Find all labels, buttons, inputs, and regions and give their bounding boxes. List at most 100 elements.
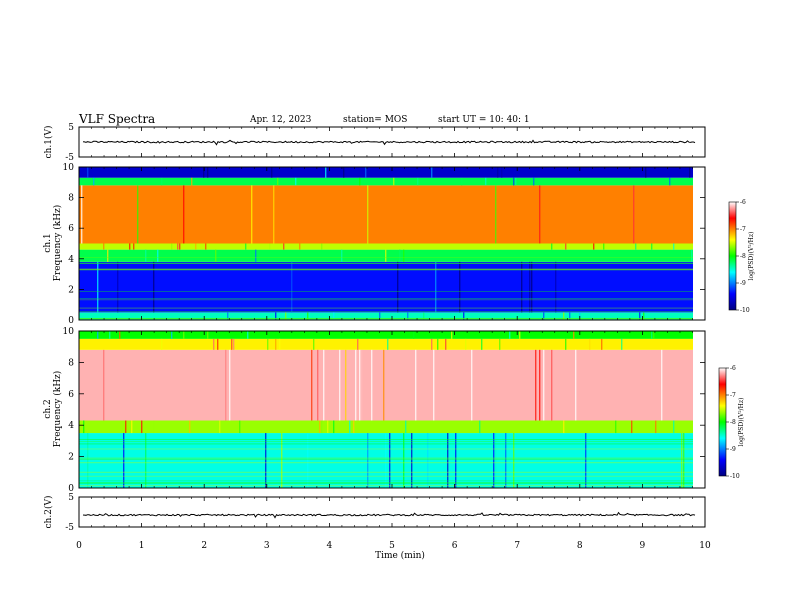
- spectrogram-streak: [227, 312, 229, 320]
- y-tick-label: 2: [68, 453, 74, 463]
- spectrogram-band: [79, 420, 696, 434]
- x-tick-label: 9: [640, 541, 646, 551]
- spectrogram-streak: [543, 349, 545, 421]
- spectrogram-streak: [563, 420, 565, 434]
- spectrogram-streak: [367, 185, 369, 244]
- colorbar-tick-label: -6: [730, 365, 736, 372]
- spectrogram-streak: [415, 349, 417, 421]
- spectrogram-ch2: [79, 331, 705, 488]
- spectrogram-streak: [87, 167, 89, 178]
- spectrogram-streak: [673, 420, 675, 434]
- spectrogram-ch2-ylabel: ch.2 Frequency (kHz): [43, 371, 63, 448]
- spectrogram-streak: [379, 312, 381, 320]
- spectrogram-streak: [317, 349, 319, 421]
- spectrogram-streak: [321, 243, 323, 250]
- spectrogram-streak: [271, 167, 273, 178]
- spectrogram-streak: [615, 420, 617, 434]
- spectrogram-streak: [309, 312, 311, 320]
- spectrogram-streak: [509, 331, 511, 339]
- y-tick-label: 6: [68, 224, 74, 234]
- spectrogram-streak: [359, 177, 361, 186]
- spectrogram-streak: [103, 243, 105, 250]
- spectrogram-streak: [569, 312, 571, 320]
- colorbar-tick-label: -7: [730, 392, 736, 399]
- spectrogram-band: [79, 331, 696, 339]
- spectrogram-streak: [389, 433, 391, 488]
- spectrogram-streak: [651, 331, 653, 339]
- y-tick-label: 0: [68, 316, 74, 326]
- spectrogram-streak: [413, 331, 415, 339]
- x-axis-label: Time (min): [375, 550, 425, 561]
- spectrogram-streak: [183, 331, 185, 339]
- spectrogram-streak: [533, 177, 535, 186]
- spectrogram-streak: [321, 420, 323, 434]
- spectrogram-streak: [203, 167, 205, 178]
- spectrogram-streak: [195, 243, 197, 250]
- x-tick-label: 10: [699, 541, 711, 551]
- spectrogram-streak: [417, 177, 419, 186]
- spectrogram-streak: [531, 261, 533, 313]
- spectrogram-band: [79, 312, 696, 320]
- spectrogram-streak: [275, 312, 277, 320]
- x-tick-label: 0: [76, 541, 82, 551]
- ch2-voltage-trace: [82, 511, 696, 519]
- spectrogram-streak: [267, 338, 269, 350]
- spectrogram-streak: [153, 420, 155, 434]
- colorbar-tick-label: -9: [740, 280, 746, 287]
- spectrogram-streak: [283, 243, 285, 250]
- spectrogram-streak: [205, 243, 207, 250]
- spectrogram-streak: [295, 177, 297, 186]
- spectrogram-streak: [563, 312, 565, 320]
- spectrogram-streak: [133, 243, 135, 250]
- spectrogram-streak: [117, 261, 119, 313]
- spectrogram-streak: [313, 338, 315, 350]
- spectrogram-streak: [215, 249, 217, 262]
- spectrogram-streak: [447, 433, 449, 488]
- ch2-voltage-ylabel: ch.2(V): [43, 496, 54, 529]
- spectrogram-streak: [655, 420, 657, 434]
- spectrogram-streak: [497, 167, 499, 178]
- plot-title: VLF Spectra: [79, 112, 156, 126]
- spectrogram-streak: [145, 433, 147, 488]
- spectrogram-streak: [433, 349, 435, 421]
- spectrogram-streak: [87, 433, 89, 488]
- y-tick-label: -5: [65, 523, 74, 533]
- spectrogram-streak: [691, 249, 693, 262]
- spectrogram-streak: [405, 420, 407, 434]
- spectrogram-streak: [93, 177, 95, 186]
- spectrogram-band: [79, 261, 696, 313]
- spectrogram-streak: [403, 249, 405, 262]
- spectrogram-streak: [225, 349, 227, 421]
- spectrogram-streak: [589, 338, 591, 350]
- spectrogram-streak: [505, 433, 507, 488]
- spectrogram-streak: [471, 349, 473, 421]
- spectrogram-streak: [357, 338, 359, 350]
- spectrogram-streak: [431, 338, 433, 350]
- spectrogram-band: [79, 349, 696, 421]
- spectrogram-streak: [189, 420, 191, 434]
- spectrogram-streak: [345, 349, 347, 421]
- spectrogram-ch2-ylabel-line1: ch.2: [43, 399, 53, 418]
- spectrogram-streak: [327, 420, 329, 434]
- spectrogram-band: [79, 167, 696, 178]
- spectrogram-streak: [323, 349, 325, 421]
- spectrogram-streak: [427, 433, 429, 488]
- colorbar-tick-label: -10: [740, 307, 750, 314]
- spectrogram-band: [79, 177, 696, 186]
- spectrogram-streak: [179, 243, 181, 250]
- spectrogram-streak: [689, 167, 691, 178]
- spectrogram-streak: [431, 167, 433, 178]
- spectrogram-streak: [643, 312, 645, 320]
- spectrogram-streak: [593, 243, 595, 250]
- spectrogram-streak: [521, 261, 523, 313]
- spectrogram-streak: [365, 167, 367, 178]
- spectrogram-streak: [485, 177, 487, 186]
- spectrogram-streak: [353, 420, 355, 434]
- spectrogram-streak: [83, 420, 85, 434]
- spectrogram-streak: [213, 338, 215, 350]
- spectrogram-streak: [131, 420, 133, 434]
- colorbar-ch1-label: log(PSD)(V²/Hz): [748, 232, 755, 281]
- colorbar-tick-label: -8: [730, 419, 736, 426]
- spectrogram-streak: [97, 331, 99, 339]
- spectrogram-streak: [251, 185, 253, 244]
